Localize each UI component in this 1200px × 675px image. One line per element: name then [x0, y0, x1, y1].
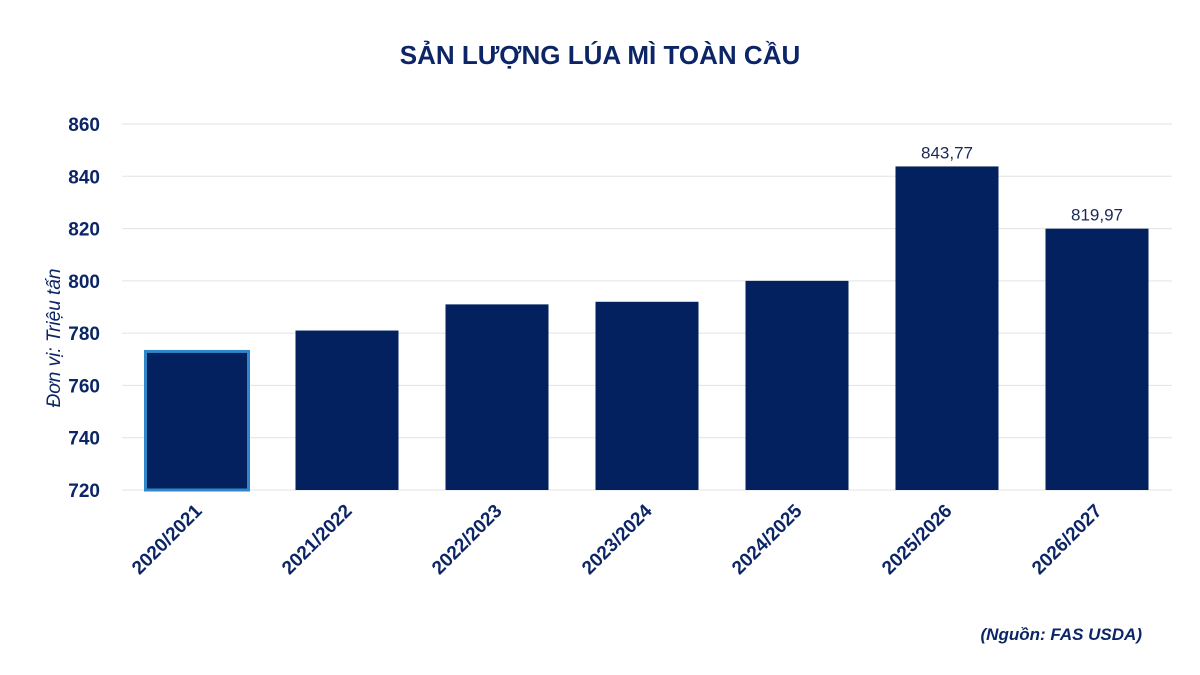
x-tick-label: 2026/2027	[1028, 501, 1106, 579]
y-tick-label: 740	[68, 429, 100, 450]
bar-2022-2023	[445, 304, 549, 490]
x-tick-label: 2023/2024	[578, 500, 657, 579]
data-label: 843,77	[921, 143, 973, 162]
bar-2024-2025	[745, 280, 849, 490]
y-tick-label: 800	[68, 272, 100, 293]
x-tick-label: 2022/2023	[428, 501, 506, 579]
y-axis-label: Đơn vị: Triệu tấn	[44, 269, 65, 408]
y-tick-label: 860	[68, 115, 100, 136]
y-tick-label: 840	[68, 167, 100, 188]
chart-title: SẢN LƯỢNG LÚA MÌ TOÀN CẦU	[400, 40, 801, 70]
data-label: 819,97	[1071, 206, 1123, 225]
y-tick-label: 760	[68, 376, 100, 397]
y-tick-label: 820	[68, 220, 100, 241]
x-tick-label: 2025/2026	[878, 501, 956, 579]
x-tick-label: 2024/2025	[728, 500, 807, 579]
x-tick-label: 2020/2021	[128, 500, 207, 579]
bars	[144, 166, 1149, 492]
bar-2025-2026	[895, 166, 999, 490]
source-note: (Nguồn: FAS USDA)	[981, 625, 1143, 644]
bar-2023-2024	[595, 301, 699, 490]
y-tick-label: 780	[68, 324, 100, 345]
bar-2020-2021	[144, 349, 250, 492]
x-axis-ticks: 2020/2021 2021/2022 2022/2023 2023/2024 2024…	[128, 500, 1106, 579]
y-tick-label: 720	[68, 481, 100, 502]
x-tick-label: 2021/2022	[278, 501, 356, 579]
y-axis-ticks: 720 740 760 780 800 820 840 860	[68, 115, 100, 502]
data-labels: 843,77 819,97	[921, 143, 1123, 224]
bar-2026-2027	[1045, 228, 1149, 491]
bar-2021-2022	[295, 330, 399, 490]
